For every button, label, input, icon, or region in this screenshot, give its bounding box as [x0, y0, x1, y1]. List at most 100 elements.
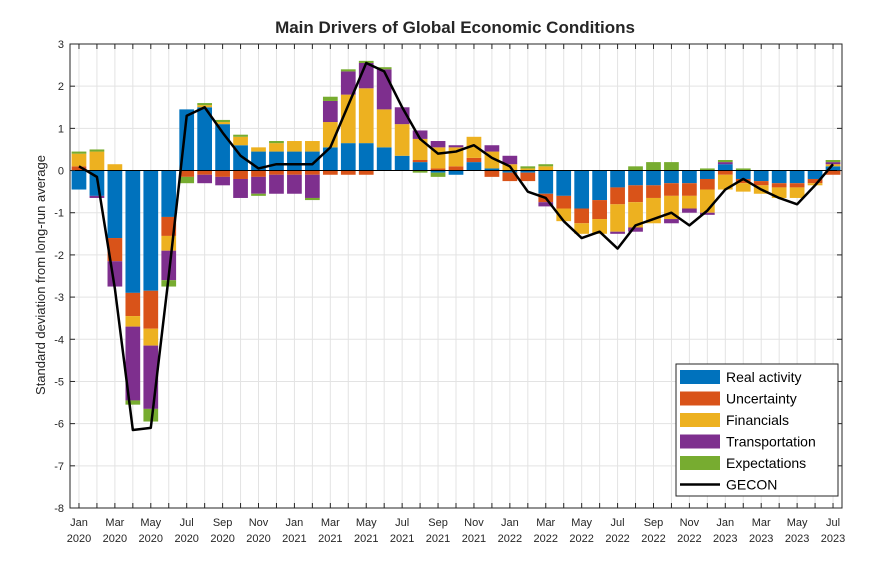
bar-uncertainty: [628, 185, 643, 203]
x-tick-label-year: 2020: [210, 533, 234, 545]
bar-expectations: [233, 134, 248, 137]
bar-financials: [538, 166, 554, 171]
bar-real-activity: [322, 147, 338, 171]
bar-uncertainty: [699, 178, 715, 190]
bar-financials: [610, 204, 625, 232]
bar-transportation: [125, 326, 141, 401]
x-tick-label-year: 2021: [282, 533, 306, 545]
bar-uncertainty: [664, 183, 679, 196]
bar-financials: [251, 147, 266, 152]
bar-uncertainty: [233, 170, 248, 179]
x-tick-label-month: Mar: [321, 517, 340, 529]
bar-financials: [771, 187, 787, 198]
bar-expectations: [305, 197, 320, 201]
bar-expectations: [322, 96, 338, 101]
x-tick-label-year: 2020: [246, 533, 270, 545]
bar-uncertainty: [340, 170, 356, 175]
x-tick-label-year: 2022: [569, 533, 593, 545]
bar-expectations: [143, 408, 159, 422]
bar-financials: [735, 183, 751, 192]
bar-real-activity: [287, 151, 302, 171]
gecon-line: [78, 61, 834, 432]
bar-transportation: [233, 178, 248, 198]
x-tick-label-month: Jul: [826, 517, 840, 529]
bar-expectations: [412, 170, 428, 173]
y-tick-label: 0: [58, 166, 64, 178]
bar-real-activity: [466, 162, 482, 171]
x-tick-label-year: 2020: [67, 533, 91, 545]
bar-real-activity: [125, 170, 141, 293]
bar-uncertainty: [807, 178, 823, 184]
bar-financials: [394, 124, 410, 156]
bar-financials: [628, 202, 643, 228]
y-tick-label: -5: [54, 376, 64, 388]
bar-transportation: [305, 174, 320, 198]
bar-real-activity: [717, 164, 733, 171]
bar-real-activity: [825, 166, 841, 171]
bar-expectations: [376, 67, 392, 70]
bar-transportation: [825, 162, 841, 165]
legend-label: Financials: [726, 412, 789, 428]
bar-expectations: [646, 162, 661, 171]
x-tick-label-year: 2020: [103, 533, 127, 545]
bar-real-activity: [502, 170, 518, 173]
chart-title: Main Drivers of Global Economic Conditio…: [275, 18, 635, 37]
bar-transportation: [340, 71, 356, 95]
bar-uncertainty: [305, 170, 320, 175]
bar-uncertainty: [484, 170, 500, 177]
bar-transportation: [538, 202, 554, 207]
legend-swatch-transportation: [680, 434, 720, 449]
x-tick-label-year: 2023: [785, 533, 809, 545]
bar-real-activity: [682, 170, 697, 184]
bar-uncertainty: [646, 185, 661, 198]
bar-transportation: [197, 174, 213, 184]
legend-swatch-uncertainty: [680, 391, 720, 406]
bar-real-activity: [161, 170, 177, 217]
x-tick-label-year: 2021: [354, 533, 378, 545]
bar-expectations: [125, 400, 141, 405]
bar-uncertainty: [322, 170, 338, 175]
bar-uncertainty: [358, 170, 374, 175]
bar-uncertainty: [107, 238, 123, 262]
bar-expectations: [430, 172, 446, 177]
x-tick-label-year: 2021: [318, 533, 342, 545]
bar-transportation: [287, 174, 302, 194]
x-tick-label-year: 2022: [677, 533, 701, 545]
x-tick-label-month: May: [787, 517, 808, 529]
bar-real-activity: [197, 107, 213, 171]
bar-real-activity: [358, 143, 374, 171]
bar-transportation: [699, 212, 715, 215]
bar-real-activity: [753, 170, 769, 182]
legend-label: Expectations: [726, 455, 806, 471]
x-tick-label-year: 2023: [749, 533, 773, 545]
legend-label: Real activity: [726, 369, 801, 385]
y-axis-ticks: 3 2 1 0 -1 -2 -3 -4 -5 -6 -7 -8: [54, 39, 842, 515]
bar-expectations: [251, 193, 266, 196]
bar-financials: [340, 94, 356, 144]
x-tick-label-month: Jan: [716, 517, 734, 529]
bar-financials: [520, 168, 536, 171]
bar-uncertainty: [161, 216, 177, 236]
bar-real-activity: [538, 170, 554, 194]
bar-uncertainty: [520, 172, 536, 182]
x-tick-label-year: 2021: [390, 533, 414, 545]
bar-financials: [215, 122, 230, 125]
x-tick-label-month: Nov: [464, 517, 484, 529]
bar-financials: [89, 151, 105, 171]
bar-expectations: [717, 160, 733, 163]
bar-uncertainty: [825, 170, 841, 175]
bar-uncertainty: [753, 181, 769, 186]
y-tick-label: -3: [54, 292, 64, 304]
y-tick-label: -1: [54, 208, 64, 220]
legend-label: Transportation: [726, 434, 816, 450]
bar-expectations: [269, 141, 284, 144]
y-tick-label: 1: [58, 123, 64, 135]
x-tick-label-month: Jul: [180, 517, 194, 529]
bar-transportation: [412, 130, 428, 139]
bar-real-activity: [664, 170, 679, 184]
bar-real-activity: [484, 168, 500, 171]
x-tick-label-month: Sep: [213, 517, 233, 529]
bar-uncertainty: [197, 170, 213, 175]
bar-uncertainty: [448, 166, 464, 171]
bar-transportation: [215, 176, 230, 186]
